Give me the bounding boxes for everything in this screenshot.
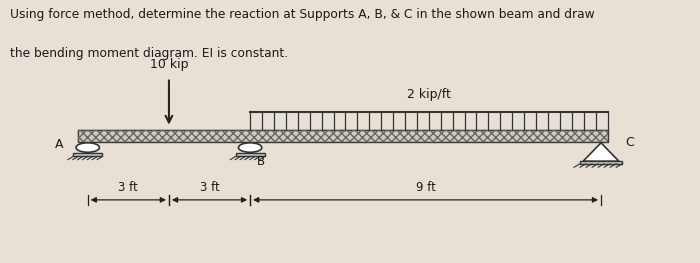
Circle shape (239, 143, 262, 152)
Text: 10 kip: 10 kip (150, 58, 188, 71)
Bar (78, 130, 608, 142)
Circle shape (76, 143, 99, 152)
Bar (78, 130, 608, 142)
Text: the bending moment diagram. EI is constant.: the bending moment diagram. EI is consta… (10, 47, 288, 60)
Text: 9 ft: 9 ft (416, 181, 435, 194)
Text: C: C (626, 136, 634, 149)
Polygon shape (583, 143, 619, 161)
Text: 3 ft: 3 ft (199, 181, 219, 194)
Text: A: A (55, 138, 63, 151)
Bar (580, 161, 622, 164)
Text: B: B (257, 155, 265, 168)
Text: Using force method, determine the reaction at Supports A, B, & C in the shown be: Using force method, determine the reacti… (10, 8, 594, 21)
Bar (73, 153, 102, 156)
Text: 2 kip/ft: 2 kip/ft (407, 88, 451, 101)
Text: 3 ft: 3 ft (118, 181, 138, 194)
Bar (235, 153, 265, 156)
